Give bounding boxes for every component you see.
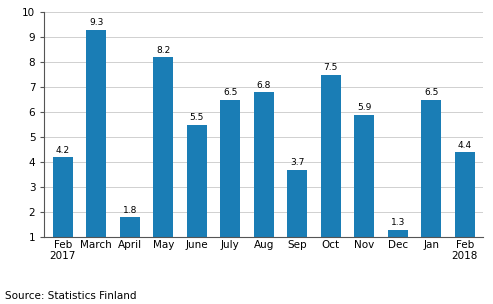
Text: 3.7: 3.7 [290, 158, 305, 167]
Bar [354, 115, 374, 237]
Bar [153, 57, 174, 237]
Text: 6.8: 6.8 [256, 81, 271, 90]
Text: 6.5: 6.5 [223, 88, 238, 97]
Bar [287, 170, 307, 237]
Text: 9.3: 9.3 [89, 18, 104, 27]
Text: Source: Statistics Finland: Source: Statistics Finland [5, 291, 137, 301]
Text: 1.8: 1.8 [123, 206, 137, 215]
Bar [187, 125, 207, 237]
Bar [254, 92, 274, 237]
Bar [120, 217, 140, 237]
Text: 5.5: 5.5 [190, 113, 204, 122]
Text: 6.5: 6.5 [424, 88, 438, 97]
Text: 8.2: 8.2 [156, 46, 171, 55]
Bar [387, 230, 408, 237]
Bar [86, 30, 106, 237]
Text: 4.4: 4.4 [458, 141, 472, 150]
Bar [320, 75, 341, 237]
Text: 1.3: 1.3 [390, 218, 405, 227]
Bar [220, 100, 240, 237]
Bar [53, 157, 73, 237]
Bar [421, 100, 441, 237]
Text: 5.9: 5.9 [357, 103, 371, 112]
Text: 4.2: 4.2 [56, 146, 70, 155]
Text: 7.5: 7.5 [323, 63, 338, 72]
Bar [455, 152, 475, 237]
